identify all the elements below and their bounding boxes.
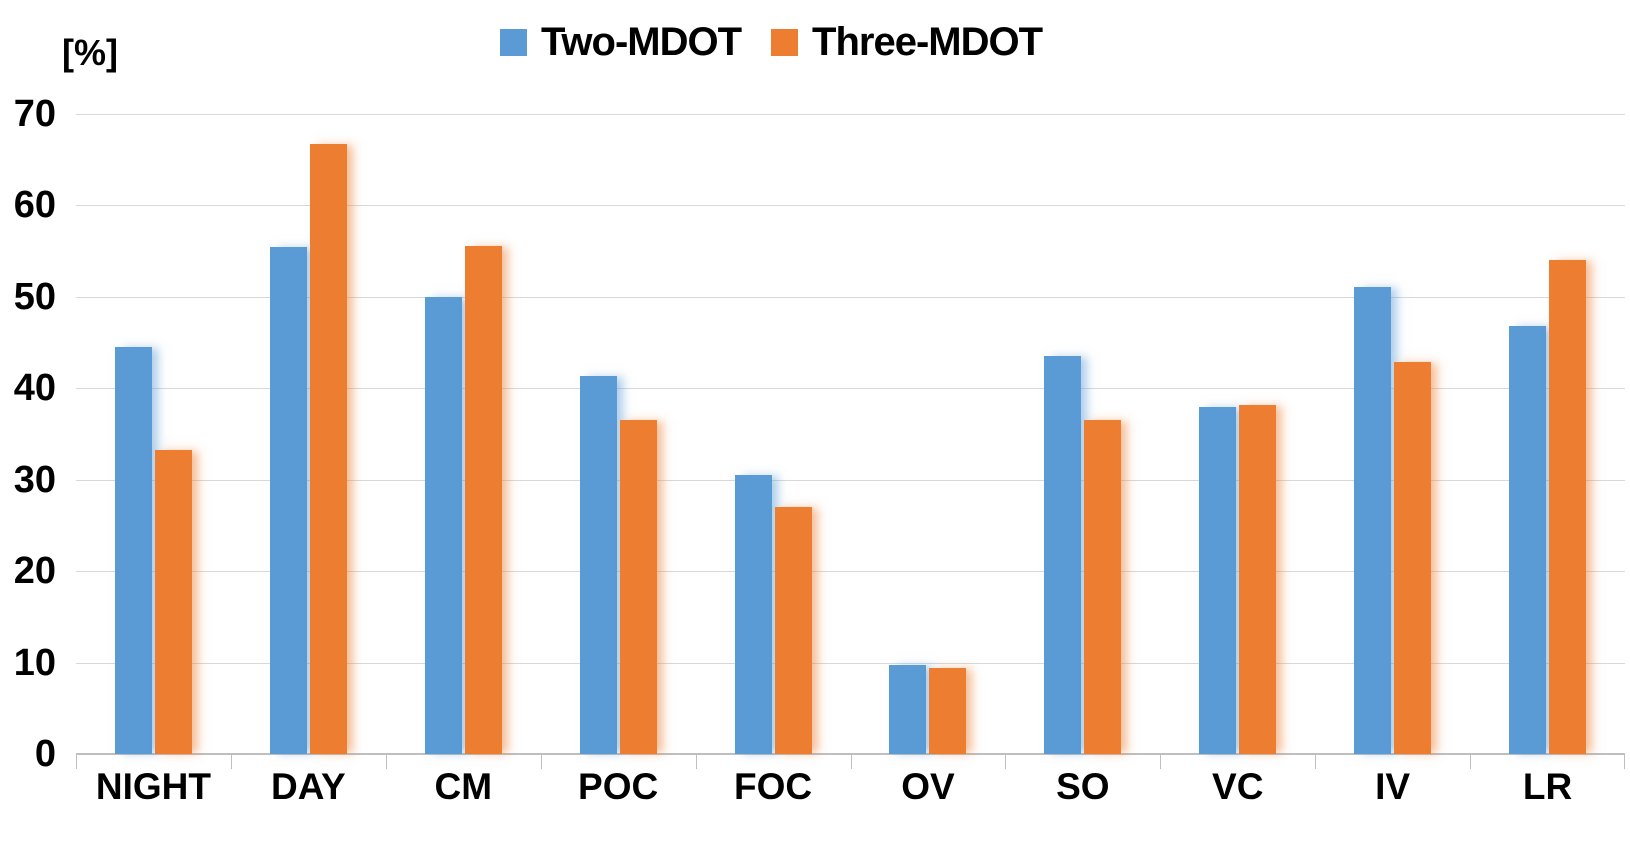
x-axis-tick-mark — [1005, 755, 1006, 769]
bar-two-mdot-day — [269, 246, 307, 754]
bar-group-so — [1005, 356, 1160, 754]
gridline-40 — [76, 388, 1625, 389]
y-tick-label-20: 20 — [13, 550, 56, 592]
legend-entry-three-mdot[interactable]: Three-MDOT — [771, 20, 1043, 64]
x-tick-label-day: DAY — [270, 766, 346, 807]
legend-label-two-mdot: Two-MDOT — [540, 20, 742, 64]
bar-two-mdot-lr — [1509, 326, 1547, 754]
x-tick-label-poc: POC — [578, 766, 659, 807]
y-axis-tick-labels: 0 10 20 30 40 50 60 70 — [0, 95, 56, 773]
bar-group-iv — [1315, 286, 1470, 754]
plot-area — [76, 114, 1625, 769]
x-tick-label-lr: LR — [1522, 766, 1573, 807]
bar-group-lr — [1470, 260, 1625, 754]
y-axis-unit-label: [%] — [62, 32, 118, 73]
x-tick-label-cm: CM — [434, 766, 493, 807]
y-tick-label-10: 10 — [13, 642, 56, 684]
x-tick-label-so: SO — [1056, 766, 1110, 807]
x-tick-label-iv: IV — [1375, 766, 1411, 807]
bar-three-mdot-iv — [1394, 361, 1432, 754]
bar-two-mdot-poc — [579, 376, 617, 754]
gridline-70 — [76, 114, 1625, 115]
y-tick-label-60: 60 — [13, 184, 56, 226]
legend-label-three-mdot: Three-MDOT — [812, 20, 1043, 64]
legend-swatch-icon-three-mdot — [771, 28, 799, 56]
bar-two-mdot-iv — [1354, 286, 1392, 754]
x-tick-label-vc: VC — [1212, 766, 1264, 807]
x-axis-tick-mark — [231, 755, 232, 769]
legend-entry-two-mdot[interactable]: Two-MDOT — [499, 20, 742, 64]
legend-swatch-icon-two-mdot — [499, 28, 527, 56]
gridline-10 — [76, 663, 1625, 664]
bar-two-mdot-night — [114, 347, 152, 754]
x-axis-tick-mark — [1470, 755, 1471, 769]
bar-three-mdot-day — [309, 144, 347, 754]
bar-three-mdot-night — [154, 449, 192, 754]
bar-group-ov — [851, 665, 1006, 754]
x-tick-label-night: NIGHT — [95, 766, 211, 807]
bar-three-mdot-poc — [619, 420, 657, 754]
bar-two-mdot-foc — [734, 475, 772, 754]
y-tick-label-30: 30 — [13, 459, 56, 501]
x-axis-tick-mark — [386, 755, 387, 769]
x-axis-line — [76, 753, 1625, 755]
bar-three-mdot-foc — [774, 507, 812, 754]
x-axis-tick-mark — [696, 755, 697, 769]
bar-three-mdot-cm — [464, 245, 502, 754]
bar-group-cm — [386, 245, 541, 754]
chart-legend: Two-MDOT Three-MDOT — [0, 20, 1542, 64]
bar-group-day — [231, 144, 386, 754]
gridline-60 — [76, 205, 1625, 206]
x-tick-label-foc: FOC — [733, 766, 813, 807]
x-axis-tick-mark — [851, 755, 852, 769]
x-axis-tick-labels: NIGHT DAY CM POC FOC OV SO VC IV LR — [76, 766, 1625, 816]
x-axis-tick-mark — [541, 755, 542, 769]
x-tick-label-ov: OV — [901, 766, 955, 807]
bar-three-mdot-ov — [929, 668, 967, 754]
x-axis-tick-mark — [1315, 755, 1316, 769]
gridline-30 — [76, 480, 1625, 481]
bar-group-vc — [1160, 404, 1315, 754]
y-tick-label-70: 70 — [13, 93, 56, 135]
x-axis-tick-mark — [76, 755, 77, 769]
bar-two-mdot-vc — [1199, 406, 1237, 754]
gridline-50 — [76, 297, 1625, 298]
bar-group-foc — [696, 475, 851, 754]
x-axis-tick-mark — [1624, 755, 1625, 769]
bar-three-mdot-so — [1084, 420, 1122, 754]
bar-three-mdot-vc — [1239, 404, 1277, 754]
y-tick-label-40: 40 — [13, 367, 56, 409]
bar-group-night — [76, 347, 231, 754]
bar-three-mdot-lr — [1549, 260, 1587, 754]
bar-two-mdot-so — [1044, 356, 1082, 754]
x-axis-tick-mark — [1160, 755, 1161, 769]
bar-group-poc — [541, 376, 696, 754]
gridline-20 — [76, 571, 1625, 572]
bar-two-mdot-cm — [424, 296, 462, 754]
y-tick-label-0: 0 — [34, 733, 56, 775]
bar-two-mdot-ov — [889, 665, 927, 754]
y-tick-label-50: 50 — [13, 276, 56, 318]
